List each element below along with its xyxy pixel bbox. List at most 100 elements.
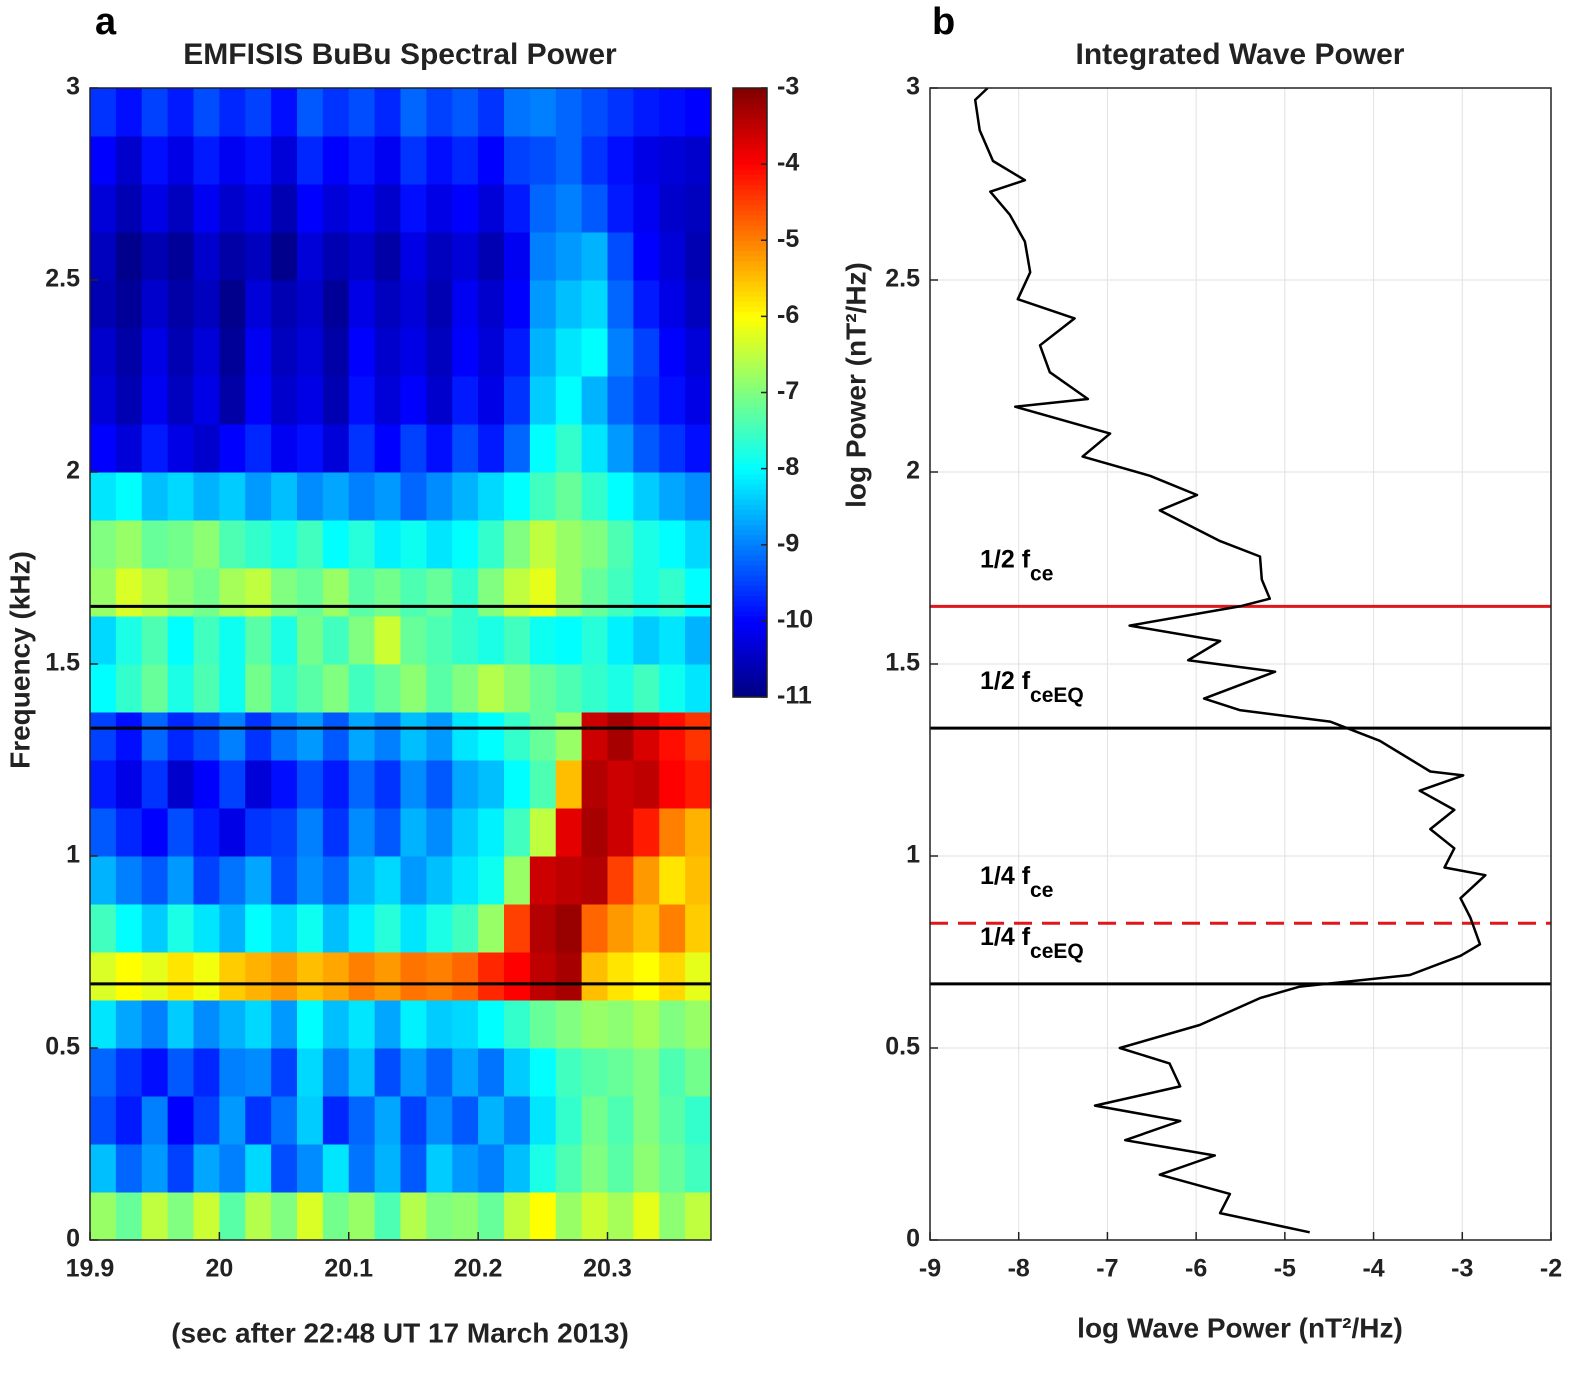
- y-tick-label: 1.5: [885, 649, 920, 677]
- heat-cell: [400, 808, 427, 857]
- heat-cell: [90, 904, 117, 953]
- colorbar-swatch: [733, 453, 767, 460]
- heat-cell: [90, 1048, 117, 1097]
- colorbar-swatch: [733, 428, 767, 434]
- heat-cell: [426, 520, 453, 569]
- colorbar-swatch: [733, 585, 767, 592]
- heat-cell: [581, 232, 608, 281]
- heat-cell: [245, 328, 272, 377]
- colorbar-swatch: [733, 651, 767, 657]
- heat-cell: [685, 904, 712, 953]
- colorbar-swatch: [733, 417, 767, 424]
- heat-cell: [452, 808, 479, 857]
- heat-cell: [167, 808, 194, 857]
- heat-cell: [504, 376, 531, 425]
- heat-cell: [426, 1000, 453, 1049]
- heat-cell: [271, 568, 298, 617]
- heat-cell: [167, 1048, 194, 1097]
- colorbar-swatch: [733, 422, 767, 429]
- heat-cell: [271, 616, 298, 665]
- x-tick-label: -6: [1185, 1255, 1207, 1283]
- heat-cell: [322, 616, 350, 665]
- heat-cell: [400, 616, 427, 665]
- heat-cell: [452, 136, 479, 185]
- colorbar-swatch: [733, 341, 767, 348]
- heat-cell: [115, 808, 143, 857]
- heat-cell: [633, 904, 660, 953]
- heat-cell: [322, 664, 350, 713]
- y-tick-label: 1: [906, 841, 920, 869]
- colorbar-swatch: [733, 372, 767, 378]
- line-annotation: 1/2 fceEQ: [980, 667, 1084, 707]
- heat-cell: [426, 856, 453, 905]
- heat-cell: [555, 808, 583, 857]
- colorbar-swatch: [733, 351, 767, 358]
- heat-cell: [581, 184, 608, 233]
- heat-cell: [659, 184, 686, 233]
- colorbar-swatch: [733, 225, 767, 231]
- heat-cell: [141, 232, 169, 281]
- annotation-subscript: ce: [1030, 562, 1053, 585]
- heat-cell: [400, 760, 427, 809]
- heat-cell: [115, 760, 143, 809]
- heat-cell: [322, 88, 350, 137]
- heat-cell: [297, 136, 324, 185]
- heat-cell: [245, 232, 272, 281]
- heat-cell: [245, 520, 272, 569]
- heat-cell: [581, 664, 608, 713]
- heat-cell: [115, 88, 143, 137]
- heat-cell: [685, 424, 712, 473]
- heat-cell: [193, 1144, 220, 1193]
- heat-cell: [581, 1096, 608, 1145]
- colorbar-swatch: [733, 671, 767, 678]
- heat-cell: [504, 520, 531, 569]
- heat-cell: [297, 1192, 324, 1241]
- heat-cell: [167, 280, 194, 329]
- colorbar-swatch: [733, 88, 767, 94]
- heat-cell: [322, 1048, 350, 1097]
- colorbar-swatch: [733, 438, 767, 444]
- heat-cell: [529, 808, 557, 857]
- heat-cell: [271, 856, 298, 905]
- heat-cell: [245, 568, 272, 617]
- heat-cell: [115, 616, 143, 665]
- colorbar-swatch: [733, 143, 767, 150]
- heat-cell: [504, 712, 531, 761]
- heat-cell: [115, 184, 143, 233]
- heat-cell: [581, 136, 608, 185]
- heat-cell: [452, 184, 479, 233]
- heat-cell: [400, 472, 427, 521]
- heat-cell: [581, 760, 608, 809]
- colorbar-swatch: [733, 235, 767, 241]
- heat-cell: [478, 1000, 505, 1049]
- heat-cell: [167, 664, 194, 713]
- heat-cell: [555, 952, 583, 1001]
- y-tick-label: 1: [66, 841, 80, 869]
- heat-cell: [529, 904, 557, 953]
- heat-cell: [348, 1192, 376, 1241]
- heat-cell: [555, 1144, 583, 1193]
- heat-cell: [219, 1000, 246, 1049]
- heat-cell: [90, 328, 117, 377]
- heat-cell: [374, 1048, 401, 1097]
- heat-cell: [478, 1192, 505, 1241]
- heat-cell: [219, 424, 246, 473]
- heat-cell: [219, 952, 246, 1001]
- heat-cell: [400, 280, 427, 329]
- heat-cell: [607, 1048, 634, 1097]
- colorbar-swatch: [733, 346, 767, 353]
- heat-cell: [271, 1000, 298, 1049]
- colorbar-swatch: [733, 148, 767, 155]
- heat-cell: [167, 616, 194, 665]
- heat-cell: [297, 1096, 324, 1145]
- x-tick-label: 19.9: [66, 1255, 115, 1283]
- line-annotation: 1/4 fce: [980, 862, 1053, 902]
- heat-cell: [607, 568, 634, 617]
- heat-cell: [504, 88, 531, 137]
- heat-cell: [374, 952, 401, 1001]
- heat-cell: [115, 1144, 143, 1193]
- heat-cell: [452, 520, 479, 569]
- heat-cell: [400, 1000, 427, 1049]
- heat-cell: [452, 568, 479, 617]
- heat-cell: [348, 88, 376, 137]
